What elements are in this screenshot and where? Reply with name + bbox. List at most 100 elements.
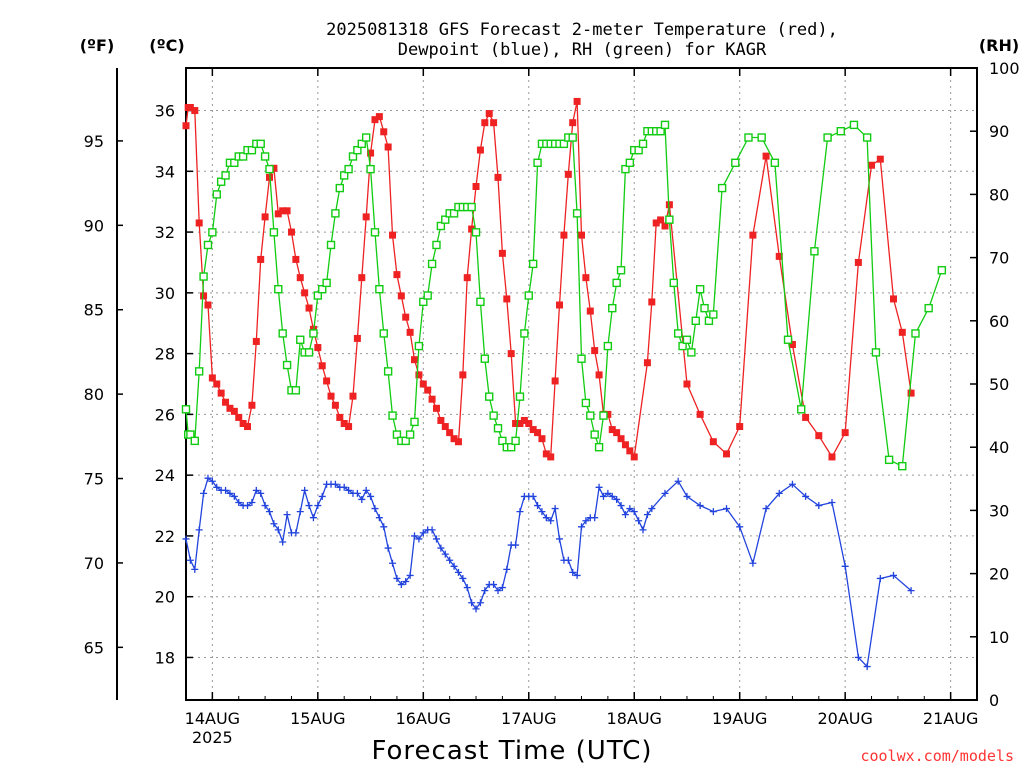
dewpoint-point bbox=[252, 486, 260, 494]
temperature-point bbox=[498, 249, 506, 257]
dewpoint-point bbox=[534, 502, 542, 510]
rh-point bbox=[590, 430, 599, 439]
temperature-point bbox=[661, 222, 669, 230]
rh-point bbox=[924, 303, 933, 313]
temperature-point bbox=[854, 258, 862, 266]
rh-point bbox=[375, 285, 384, 294]
dewpoint-point bbox=[551, 505, 559, 513]
dewpoint-point bbox=[261, 502, 269, 510]
rh-point bbox=[208, 228, 217, 237]
rh-point bbox=[353, 145, 362, 155]
rh-point bbox=[471, 228, 481, 237]
rh-point bbox=[388, 411, 397, 420]
dewpoint-point bbox=[397, 581, 405, 589]
temperature-point bbox=[380, 128, 388, 136]
dewpoint-point bbox=[468, 599, 476, 607]
temperature-point bbox=[432, 404, 440, 412]
dewpoint-point bbox=[564, 556, 572, 564]
rh-point bbox=[621, 164, 630, 174]
rh-point bbox=[467, 202, 476, 212]
rh-point bbox=[379, 329, 388, 338]
x-tick-label: 19AUG bbox=[712, 709, 767, 728]
temperature-point bbox=[411, 356, 419, 364]
temperature-point bbox=[230, 407, 238, 415]
rh-point bbox=[937, 266, 947, 275]
temperature-point bbox=[274, 210, 282, 218]
temperature-point bbox=[621, 441, 629, 449]
dewpoint-point bbox=[432, 535, 440, 543]
rh-point bbox=[489, 411, 498, 420]
rh-point bbox=[836, 126, 845, 136]
rh-point bbox=[256, 139, 265, 149]
temperature-point bbox=[775, 252, 783, 260]
series-dewpoint bbox=[182, 474, 915, 671]
dewpoint-point bbox=[635, 517, 643, 525]
temperature-point bbox=[494, 173, 502, 181]
dewpoint-point bbox=[723, 505, 731, 513]
rh-point bbox=[862, 133, 872, 142]
rh-point bbox=[449, 209, 459, 218]
temperature-point bbox=[472, 183, 480, 190]
rh-point bbox=[810, 247, 819, 256]
dewpoint-point bbox=[626, 505, 634, 513]
dewpoint-point bbox=[876, 574, 884, 582]
dewpoint-point bbox=[402, 578, 410, 585]
x-tick-label: 20AUG bbox=[817, 709, 872, 728]
temperature-point bbox=[200, 292, 208, 300]
temperature-point bbox=[296, 274, 304, 282]
dewpoint-point bbox=[301, 486, 309, 494]
dewpoint-point bbox=[582, 517, 590, 525]
temperature-point bbox=[397, 292, 405, 300]
temperature-point bbox=[384, 143, 392, 151]
dewpoint-point bbox=[393, 574, 401, 582]
temperature-point bbox=[643, 359, 651, 367]
dewpoint-point bbox=[305, 502, 313, 510]
temperature-point bbox=[437, 416, 445, 424]
dewpoint-point bbox=[538, 508, 546, 516]
rh-point bbox=[568, 133, 577, 142]
dewpoint-point bbox=[907, 587, 915, 595]
temperature-point bbox=[450, 435, 458, 443]
rh-point bbox=[322, 278, 331, 288]
dewpoint-point bbox=[362, 486, 370, 494]
dewpoint-point bbox=[683, 492, 691, 500]
temperature-point bbox=[217, 389, 225, 397]
dewpoint-point bbox=[204, 474, 212, 482]
dewpoint-point bbox=[472, 605, 480, 613]
rh-point bbox=[318, 285, 327, 294]
rh-point bbox=[441, 215, 450, 224]
rh-point bbox=[871, 348, 881, 357]
temperature-point bbox=[648, 298, 656, 306]
rh-point bbox=[432, 240, 441, 250]
rh-point bbox=[498, 436, 507, 446]
temperature-point bbox=[490, 119, 498, 127]
dewpoint-point bbox=[599, 492, 607, 500]
rh-point bbox=[423, 291, 432, 300]
temperature-point bbox=[367, 149, 375, 157]
temperature-point bbox=[696, 410, 704, 418]
dewpoint-point bbox=[375, 514, 383, 522]
fahrenheit-tick-label: 75 bbox=[84, 470, 104, 489]
rh-point bbox=[383, 367, 393, 376]
celsius-tick-label: 30 bbox=[155, 284, 175, 303]
rh-point bbox=[278, 329, 287, 338]
dewpoint-point bbox=[775, 489, 783, 497]
dewpoint-point bbox=[591, 514, 599, 522]
rh-point bbox=[304, 348, 314, 357]
temperature-point bbox=[336, 413, 344, 421]
dewpoint-point bbox=[244, 502, 252, 510]
temperature-point bbox=[538, 435, 546, 443]
dewpoint-point bbox=[406, 571, 414, 579]
rh-point bbox=[660, 120, 670, 130]
dewpoint-point bbox=[230, 492, 238, 500]
temperature-point bbox=[608, 426, 616, 434]
rh-point bbox=[357, 139, 366, 149]
temperature-point bbox=[375, 113, 383, 121]
dewpoint-point bbox=[542, 514, 550, 522]
rh-point bbox=[340, 171, 349, 180]
fahrenheit-tick-label: 70 bbox=[84, 554, 104, 573]
x-tick-label: 18AUG bbox=[607, 709, 662, 728]
dewpoint-point bbox=[318, 492, 326, 500]
dewpoint-point bbox=[411, 532, 419, 540]
